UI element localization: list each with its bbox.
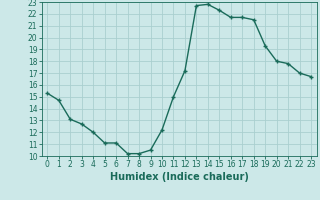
X-axis label: Humidex (Indice chaleur): Humidex (Indice chaleur) [110, 172, 249, 182]
